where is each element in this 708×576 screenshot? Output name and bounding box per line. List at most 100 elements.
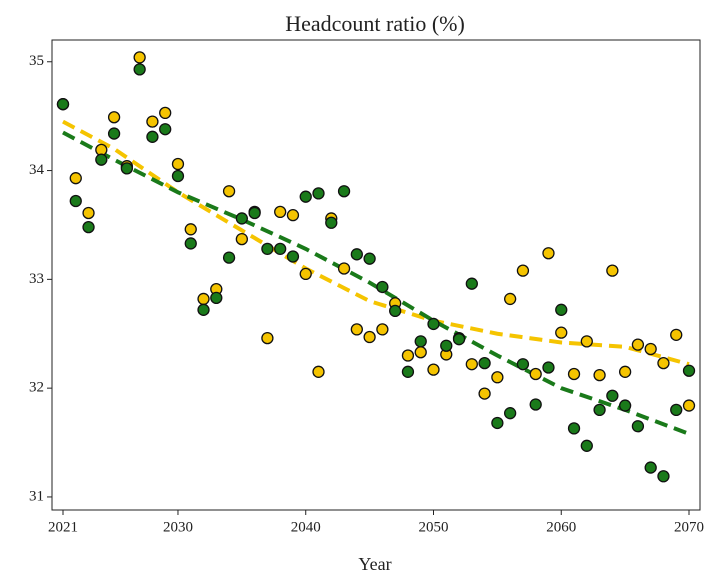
scatter-point [261,242,274,256]
scatter-point [593,368,606,382]
scatter-point [644,461,657,474]
scatter-point [286,250,300,263]
scatter-point [107,127,121,140]
scatter-point [503,292,517,306]
x-tick-label: 2050 [418,519,448,535]
scatter-point [657,470,670,483]
scatter-point [516,264,530,277]
scatter-point [631,338,645,351]
scatter-point [350,323,363,336]
scatter-point [299,190,312,203]
scatter-point [197,303,210,316]
scatter-point [478,387,491,400]
scatter-point [146,115,159,128]
scatter-point [567,367,581,381]
scatter-point [222,251,236,264]
scatter-point [312,187,325,200]
scatter-point [478,356,491,370]
scatter-point [82,220,95,234]
scatter-point [133,51,146,64]
x-tick-label: 2070 [674,519,704,535]
scatter-point [363,252,376,265]
scatter-point [580,335,593,348]
scatter-point [95,153,108,166]
scatter-point [171,169,185,183]
scatter-point [670,403,683,417]
scatter-point [171,157,185,171]
scatter-point [248,206,261,220]
scatter-point [184,237,197,250]
y-tick-label: 35 [29,53,44,69]
scatter-point [337,262,351,275]
scatter-point [657,356,670,370]
trend-line [62,130,690,436]
x-tick-label: 2021 [48,519,78,535]
scatter-point [184,223,197,236]
scatter-point [491,416,504,430]
scatter-point [350,248,363,261]
scatter-point [312,365,325,378]
scatter-point [389,304,402,318]
scatter-point [401,349,415,362]
scatter-point [682,399,696,412]
scatter-point [452,333,466,346]
scatter-point [133,63,146,76]
scatter-point [197,292,210,306]
scatter-point [107,111,121,124]
scatter-point [414,335,427,348]
scatter-point [644,342,657,356]
y-tick-label: 31 [29,488,44,504]
scatter-point [542,361,555,374]
scatter-point [363,330,376,344]
y-tick-label: 34 [29,162,45,178]
scatter-point [56,98,70,111]
scatter-point [491,371,504,384]
scatter-point [325,216,338,229]
scatter-point [503,407,517,420]
scatter-point [337,185,351,198]
scatter-point [618,399,632,412]
scatter-point [235,232,249,246]
scatter-point [376,323,389,336]
scatter-point [580,439,593,452]
scatter-point [542,247,555,260]
scatter-point [427,363,440,376]
scatter-point [235,212,249,225]
scatter-point [567,422,581,435]
scatter-point [414,346,427,359]
scatter-point [69,172,82,185]
scatter-point [274,242,287,256]
scatter-point [682,364,696,377]
x-tick-label: 2040 [291,519,321,535]
scatter-point [593,403,606,417]
scatter-point [261,331,274,345]
scatter-point [606,264,619,277]
scatter-point [120,162,134,175]
scatter-point [555,303,568,316]
trend-line [62,119,690,367]
scatter-point [465,277,478,290]
chart-title: Headcount ratio (%) [285,11,465,36]
scatter-point [286,209,300,222]
scatter-point [299,267,312,281]
y-tick-label: 33 [29,271,44,287]
scatter-point [69,194,82,208]
scatter-point [82,206,95,220]
scatter-point [427,317,440,331]
scatter-point [529,398,542,411]
scatter-point [159,123,172,136]
scatter-point [516,358,530,371]
scatter-point [555,326,568,339]
scatter-point [159,106,172,120]
scatter-point [222,185,236,198]
x-tick-label: 2060 [546,519,576,535]
scatter-point [670,328,683,341]
y-tick-label: 32 [29,380,44,396]
scatter-point [146,130,159,143]
scatter-point [440,339,453,352]
scatter-point [618,365,632,378]
scatter-point [376,280,389,294]
x-tick-label: 2030 [163,519,193,535]
